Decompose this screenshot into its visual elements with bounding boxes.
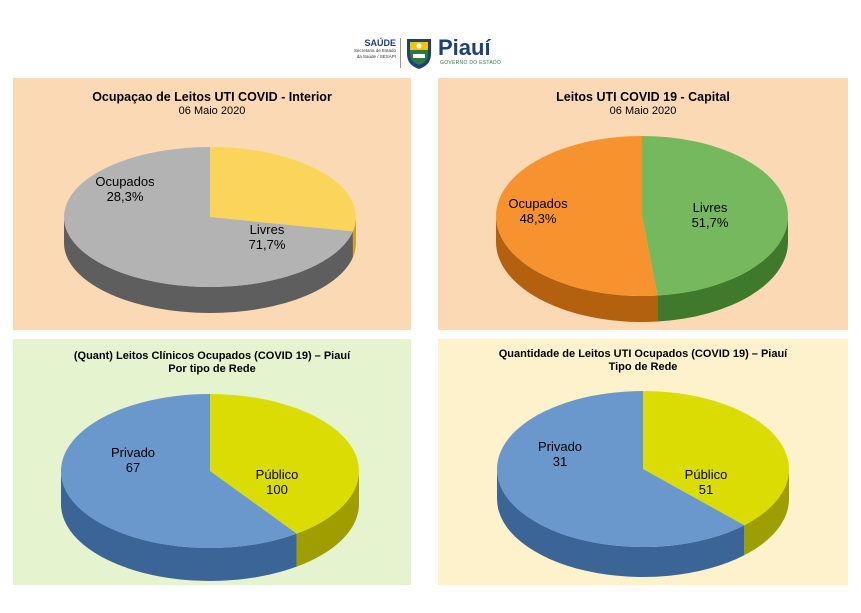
chart-subtitle: 06 Maio 2020 [609,105,677,117]
chart-title: (Quant) Leitos Clínicos Ocupados (COVID … [73,350,351,362]
slice-value-livres: 71,7% [249,237,286,252]
slice-label-privado: Privado [538,439,582,454]
slice-value-publico: 51 [699,482,713,497]
state-subtitle: GOVERNO DO ESTADO [440,60,502,66]
pie-side-ocupados [352,217,356,258]
slice-value-publico: 100 [266,482,288,497]
chart-panel-leitos-clinicos: (Quant) Leitos Clínicos Ocupados (COVID … [13,339,411,585]
chart-title-line2: Por tipo de Rede [168,363,256,375]
state-crest-icon [407,39,431,69]
chart-panel-interior: Ocupaçao de Leitos UTI COVID - Interior … [13,78,411,330]
slice-label-ocupados: Ocupados [508,196,568,211]
slice-value-ocupados: 28,3% [107,189,144,204]
pie-slice-publico [60,394,297,548]
chart-panel-capital: Leitos UTI COVID 19 - Capital 06 Maio 20… [438,78,848,330]
chart-title: Quantidade de Leitos UTI Ocupados (COVID… [498,348,788,360]
pie-slice-privado [210,394,359,534]
chart-panel-leitos-uti: Quantidade de Leitos UTI Ocupados (COVID… [438,339,848,585]
pie-side-publico [497,469,745,577]
pie-side-privado [296,471,359,567]
slice-label-livres: Livres [693,200,728,215]
slice-label-privado: Privado [111,445,155,460]
chart-subtitle: 06 Maio 2020 [178,105,246,117]
pie-side-livres [64,217,353,313]
slice-label-ocupados: Ocupados [95,174,155,189]
saude-title: SAÚDE [364,38,396,48]
saude-subtitle-2: da Saúde / SESAPI [356,54,396,59]
pie-side-privado [744,469,789,556]
header-divider [400,38,401,68]
chart-title-line2: Tipo de Rede [608,361,678,373]
pie-slice-publico [496,391,745,547]
pie-side-publico [61,471,297,581]
chart-title: Ocupaçao de Leitos UTI COVID - Interior [92,90,332,104]
state-name: Piauí [438,35,491,60]
pie-slice-livres [63,147,353,287]
pie-slice-ocupados [210,147,356,232]
slice-label-publico: Público [256,467,299,482]
slice-value-privado: 67 [126,460,140,475]
chart-title: Leitos UTI COVID 19 - Capital [556,90,730,104]
slice-label-livres: Livres [250,222,285,237]
slice-label-publico: Público [685,467,728,482]
pie-slice-privado [643,391,789,526]
saude-subtitle-1: Secretaria de Estado [353,48,396,53]
pie-slice-ocupados [642,136,789,296]
saude-logo: SAÚDE Secretaria de Estado da Saúde / SE… [330,38,396,60]
pie-side-ocupados [657,216,788,322]
header-logos: SAÚDE Secretaria de Estado da Saúde / SE… [330,34,530,74]
slice-value-privado: 31 [553,454,567,469]
pie-side-livres [496,216,658,322]
slice-value-ocupados: 48,3% [520,211,557,226]
pie-slice-livres [496,136,658,296]
slice-value-livres: 51,7% [692,215,729,230]
